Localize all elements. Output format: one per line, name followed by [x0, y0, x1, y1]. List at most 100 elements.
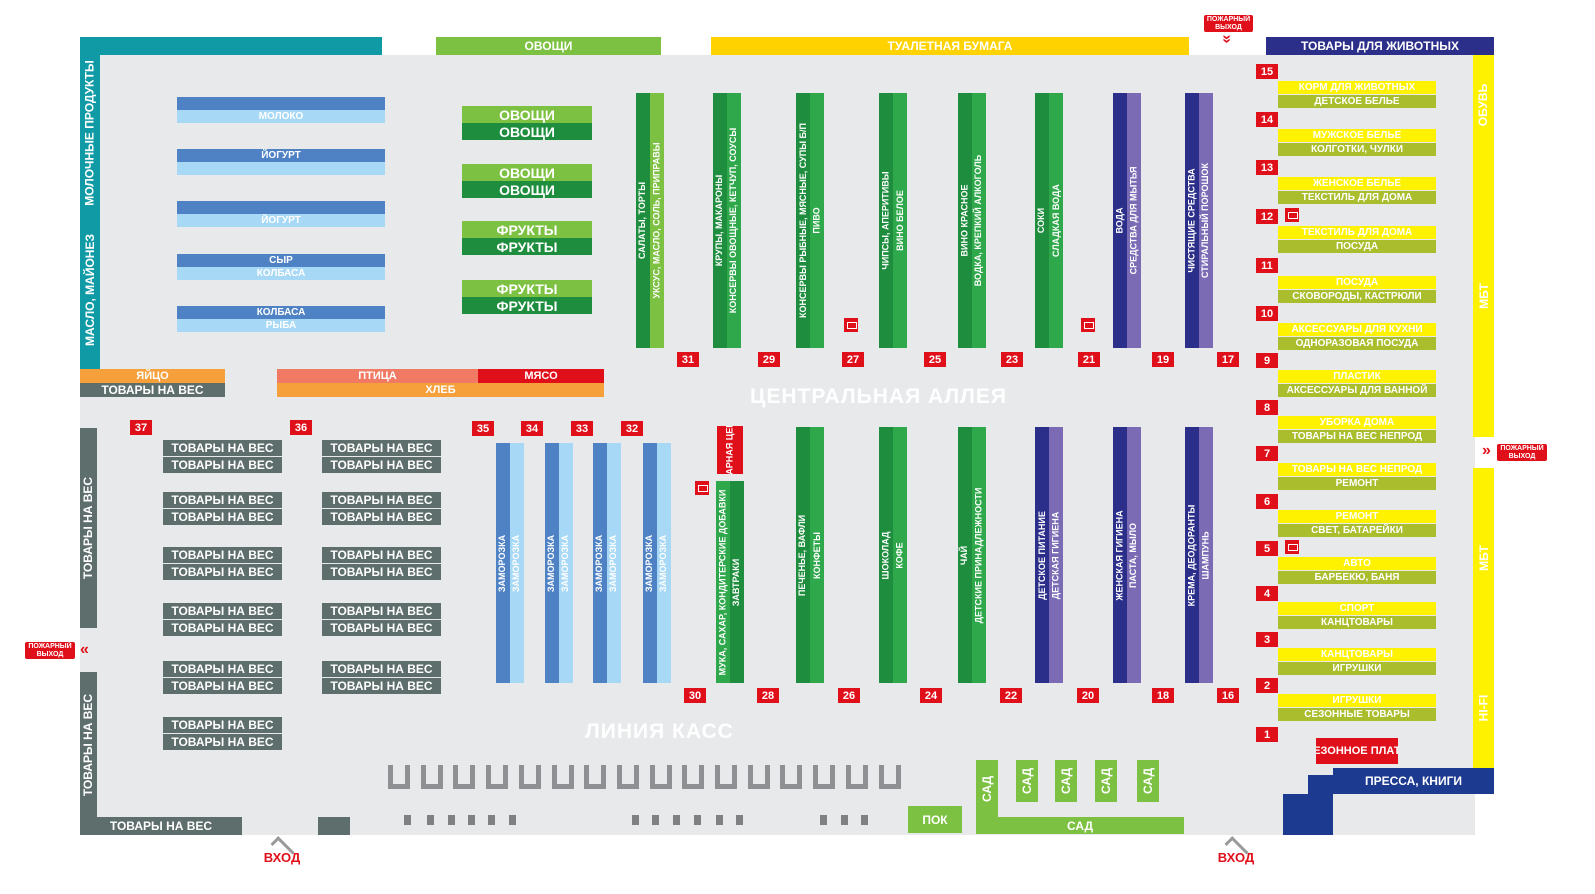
- weight-table-bottom: ТОВАРЫ НА ВЕС: [322, 509, 441, 525]
- right-rack-bottom: ИГРУШКИ: [1278, 662, 1436, 675]
- lower-aisle-left-label: КРЕМА, ДЕОДОРАНТЫ: [1186, 504, 1197, 606]
- right-rack-bottom: ДЕТСКОЕ БЕЛЬЕ: [1278, 95, 1436, 108]
- weight-table-top: ТОВАРЫ НА ВЕС: [163, 440, 282, 456]
- checkout-counter: [616, 765, 639, 789]
- weight-table-bottom: ТОВАРЫ НА ВЕС: [322, 564, 441, 580]
- dairy-rack-top: [177, 97, 385, 110]
- aisle-number: 36: [290, 420, 312, 435]
- checkout-counter: [682, 765, 705, 789]
- aisle-number: 7: [1256, 446, 1278, 461]
- garden-rack: САД: [1095, 760, 1117, 802]
- aisle-number: 12: [1256, 209, 1278, 224]
- top-vegetables: ОВОЩИ: [436, 37, 661, 55]
- checkout-counter: [715, 765, 737, 789]
- produce-top: ФРУКТЫ: [462, 221, 592, 238]
- entrance-sign: ВХОД: [1206, 836, 1266, 865]
- produce-top: ФРУКТЫ: [462, 280, 592, 297]
- right-wall-mbt2: МБТ: [1473, 468, 1494, 648]
- upper-aisle-right: УКСУС, МАСЛО, СОЛЬ, ПРИПРАВЫ: [650, 93, 664, 348]
- checkout-counter: [420, 765, 443, 789]
- lower-aisle-right-label: КОНФЕТЫ: [811, 531, 822, 579]
- aisle-number: 28: [757, 688, 779, 703]
- aisle-number: 11: [1256, 258, 1278, 273]
- checkout-post: [652, 815, 659, 825]
- right-rack-bottom: СКОВОРОДЫ, КАСТРЮЛИ: [1278, 290, 1436, 303]
- aisle-number: 4: [1256, 586, 1278, 601]
- aisle-number: 32: [621, 421, 643, 436]
- checkout-counter: [551, 765, 574, 789]
- left-wall-dairy: МОЛОЧНЫЕ ПРОДУКТЫ: [80, 55, 100, 210]
- exit-arrow-icon: »: [1218, 34, 1236, 44]
- checkout-post: [673, 815, 680, 825]
- upper-aisle-left-label: КОНСЕРВЫ РЫБНЫЕ, МЯСНЫЕ, СУПЫ Б/П: [797, 123, 808, 318]
- right-rack-bottom: ОДНОРАЗОВАЯ ПОСУДА: [1278, 337, 1436, 350]
- right-rack-bottom: ТЕКСТИЛЬ ДЛЯ ДОМА: [1278, 191, 1436, 204]
- upper-aisle-right-label: СЛАДКАЯ ВОДА: [1050, 184, 1061, 257]
- checkout-post: [509, 815, 516, 825]
- frozen-aisle-left-label: ЗАМОРОЗКА: [546, 534, 557, 592]
- top-toilet-paper: ТУАЛЕТНАЯ БУМАГА: [711, 37, 1189, 55]
- checkout-post: [716, 815, 723, 825]
- aisle-number: 23: [1001, 352, 1023, 367]
- checkout-counter: [453, 765, 476, 789]
- checkout-counter: [649, 765, 672, 789]
- checkout-counter: [780, 765, 803, 789]
- dairy-rack-top: [177, 201, 385, 214]
- lower-aisle-right: ЗАВТРАКИ: [730, 481, 744, 683]
- lower-aisle-left-label: ШОКОЛАД: [880, 531, 891, 579]
- aisle-number: 37: [130, 420, 152, 435]
- right-rack-top: РЕМОНТ: [1278, 510, 1436, 523]
- frozen-aisle-left-label: ЗАМОРОЗКА: [594, 534, 605, 592]
- upper-aisle-right: ПИВО: [810, 93, 824, 348]
- garden-bottom: САД: [976, 817, 1184, 834]
- upper-aisle-right: ВОДКА, КРЕПКИЙ АЛКОГОЛЬ: [972, 93, 986, 348]
- aisle-number: 8: [1256, 400, 1278, 415]
- frozen-aisle-right: ЗАМОРОЗКА: [607, 443, 621, 683]
- garden-rack-label: САД: [1099, 767, 1113, 795]
- lower-aisle-right-label: ДЕТСКИЕ ПРИНАДЛЕЖНОСТИ: [973, 487, 984, 623]
- dairy-rack-bottom: РЫБА: [177, 319, 385, 332]
- upper-aisle-left: ЧИПСЫ, АПЕРИТИВЫ: [879, 93, 893, 348]
- press-books: ПРЕССА, КНИГИ: [1333, 768, 1494, 794]
- lower-aisle-right: КОНФЕТЫ: [810, 427, 824, 683]
- garden-corner: САД: [976, 760, 998, 817]
- upper-aisle-right-label: ВИНО БЕЛОЕ: [894, 190, 905, 251]
- weight-table-bottom: ТОВАРЫ НА ВЕС: [163, 620, 282, 636]
- upper-aisle-right-label: ПИВО: [811, 207, 822, 234]
- atm-icon: [844, 318, 858, 332]
- entrance-label: ВХОД: [263, 850, 301, 865]
- aisle-number: 21: [1078, 352, 1100, 367]
- produce-bottom: ОВОЩИ: [462, 181, 592, 198]
- upper-aisle-left: ВОДА: [1113, 93, 1127, 348]
- weight-table-bottom: ТОВАРЫ НА ВЕС: [163, 509, 282, 525]
- egg-shelf: ЯЙЦО: [80, 369, 225, 383]
- weight-table-bottom: ТОВАРЫ НА ВЕС: [322, 678, 441, 694]
- weight-table-top: ТОВАРЫ НА ВЕС: [322, 547, 441, 563]
- produce-bottom: ОВОЩИ: [462, 123, 592, 140]
- right-rack-bottom: АКСЕССУАРЫ ДЛЯ ВАННОЙ: [1278, 384, 1436, 397]
- lower-aisle-left: КРЕМА, ДЕОДОРАНТЫ: [1185, 427, 1199, 683]
- entrance-label: ВХОД: [1217, 850, 1255, 865]
- dairy-rack-bottom: КОЛБАСА: [177, 267, 385, 280]
- lower-aisle-right: КОФЕ: [893, 427, 907, 683]
- right-wall-mbt1-label: МБТ: [1476, 283, 1491, 309]
- aisle-number: 14: [1256, 112, 1278, 127]
- lower-aisle-left-label: ЖЕНСКАЯ ГИГИЕНА: [1114, 509, 1125, 601]
- weight-floor: ТОВАРЫ НА ВЕС: [80, 817, 242, 835]
- lower-aisle-right: ПАСТА, МЫЛО: [1127, 427, 1141, 683]
- checkout-counter: [878, 765, 901, 789]
- right-rack-top: ИГРУШКИ: [1278, 694, 1436, 707]
- aisle-number: 31: [677, 352, 699, 367]
- lower-aisle-left: ДЕТСКОЕ ПИТАНИЕ: [1035, 427, 1049, 683]
- upper-aisle-right-label: КОНСЕРВЫ ОВОЩНЫЕ, КЕТЧУП, СОУСЫ: [728, 127, 739, 314]
- aisle-number: 27: [842, 352, 864, 367]
- upper-aisle-right-label: ВОДКА, КРЕПКИЙ АЛКОГОЛЬ: [973, 154, 984, 287]
- poultry-shelf: ПТИЦА: [277, 369, 478, 383]
- checkout-counter: [518, 765, 541, 789]
- upper-aisle-left-label: СОКИ: [1036, 207, 1047, 234]
- fire-exit-sign: ПОЖАРНЫЙ ВЫХОД: [1497, 444, 1547, 461]
- aisle-number: 13: [1256, 160, 1278, 175]
- weight-table-top: ТОВАРЫ НА ВЕС: [163, 717, 282, 733]
- upper-aisle-left: СОКИ: [1035, 93, 1049, 348]
- right-rack-top: МУЖСКОЕ БЕЛЬЕ: [1278, 129, 1436, 142]
